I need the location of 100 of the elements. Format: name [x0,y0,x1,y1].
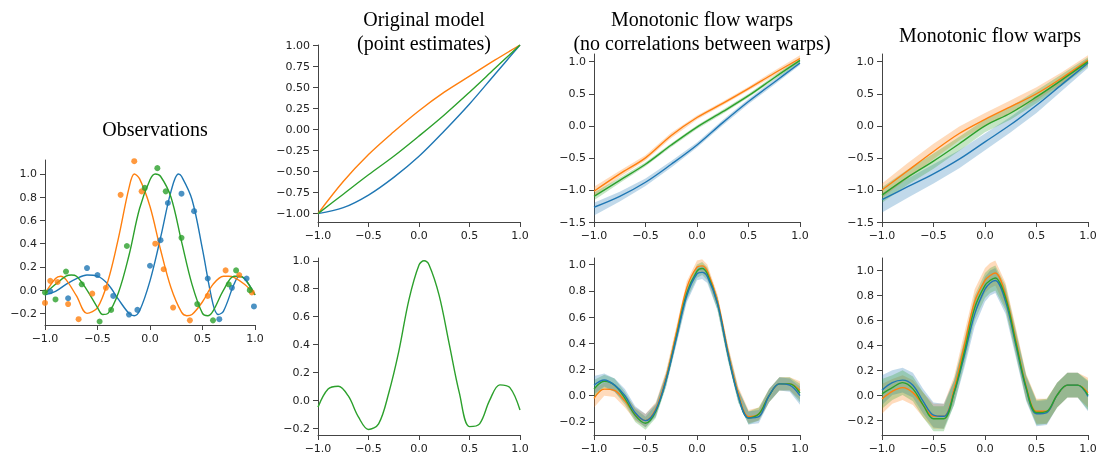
point [236,272,243,279]
y-tick-label: 0.4 [19,237,37,251]
y-tick-label: 0.5 [568,87,586,101]
x-tick-label: 0.0 [410,442,428,455]
y-tick-label: 0.4 [568,336,586,350]
point [89,290,96,297]
y-tick-label: −0.2 [10,306,37,320]
y-tick-label: 0.8 [856,288,874,302]
y-tick-label: 0.2 [856,363,874,377]
y-tick-label: 1.00 [285,38,310,52]
y-tick-label: 1.0 [568,258,586,272]
chart-title: Original model (point estimates) [357,8,491,55]
y-tick-label: −0.2 [283,421,310,435]
y-tick-label: 0.0 [19,283,37,297]
point [222,267,229,274]
point [42,289,48,296]
y-tick-label: 0.0 [568,389,586,403]
point [154,165,161,172]
y-tick-label: 0.0 [856,119,874,133]
point [65,295,72,302]
x-tick-label: 0.0 [410,229,428,242]
y-tick-label: 0.4 [856,338,874,352]
x-tick-label: 0.5 [460,229,479,242]
y-tick-label: 0.6 [292,310,310,324]
point [47,277,54,284]
point [102,284,109,291]
point [78,281,85,288]
y-tick-label: 1.0 [568,55,586,69]
y-tick-label: 0.4 [292,337,310,351]
point [42,299,48,306]
x-tick-label: 0.0 [976,229,994,242]
y-tick-label: 0.6 [856,313,874,327]
x-tick-label: −1.0 [31,332,59,345]
y-tick-label: 1.0 [856,55,874,69]
y-tick-label: −1.00 [276,207,310,221]
x-tick-label: 0.0 [688,229,706,242]
point [147,262,153,269]
y-tick-label: −1.5 [559,215,586,229]
point [126,311,132,318]
x-tick-label: −1.0 [304,442,332,455]
x-tick-label: −1.0 [580,442,608,455]
x-tick-label: 1.0 [511,229,529,242]
x-tick-label: −0.5 [632,442,659,455]
x-tick-label: 1.0 [1079,229,1097,242]
y-tick-label: −0.2 [847,413,874,427]
point [110,292,117,299]
y-tick-label: −1.0 [559,183,586,197]
point [47,288,54,295]
y-tick-label: −0.5 [847,151,874,165]
x-tick-label: −0.5 [920,442,947,455]
x-tick-label: 0.5 [1027,442,1046,455]
point [54,279,61,286]
point [141,184,148,191]
y-tick-label: 0.0 [292,393,310,407]
point [157,237,164,244]
point [233,267,240,274]
chart-title: Monotonic flow warps (no correlations between warps) [573,8,831,55]
x-tick-label: −0.5 [355,442,382,455]
point [94,272,101,279]
x-tick-label: 0.5 [1027,229,1046,242]
y-tick-label: 1.0 [856,263,874,277]
y-tick-label: 0.6 [19,213,37,227]
point [178,234,185,241]
y-tick-label: −0.25 [276,143,310,157]
point [65,301,72,308]
y-tick-label: 0.8 [19,190,37,204]
y-tick-label: 0.0 [856,388,874,402]
x-tick-label: −1.0 [868,442,896,455]
x-tick-label: 0.5 [739,442,758,455]
y-tick-label: 0.6 [568,310,586,324]
x-tick-label: 0.0 [976,442,994,455]
y-tick-label: 0.8 [292,282,310,296]
x-tick-label: 0.0 [688,442,706,455]
point [123,242,130,249]
y-tick-label: −1.0 [847,183,874,197]
x-tick-label: −0.5 [84,332,111,345]
point [164,199,171,206]
point [152,240,159,247]
point [117,191,124,198]
y-tick-label: −0.5 [559,151,586,165]
point [96,318,103,325]
point [204,292,211,299]
x-tick-label: 1.0 [791,442,809,455]
point [160,266,167,273]
y-tick-label: 1.0 [19,167,37,181]
y-tick-label: 0.8 [568,284,586,298]
point [191,208,198,215]
y-tick-label: 0.0 [568,119,586,133]
y-tick-label: 0.2 [19,260,37,274]
x-tick-label: −0.5 [920,229,947,242]
point [186,317,193,324]
y-tick-label: 0.2 [568,362,586,376]
point [75,316,82,323]
x-tick-label: −0.5 [355,229,382,242]
y-tick-label: −0.2 [559,415,586,429]
point [162,188,169,195]
point [134,306,141,313]
y-tick-label: −0.50 [276,164,310,178]
y-tick-label: −0.75 [276,186,310,199]
x-tick-label: 0.5 [460,442,479,455]
